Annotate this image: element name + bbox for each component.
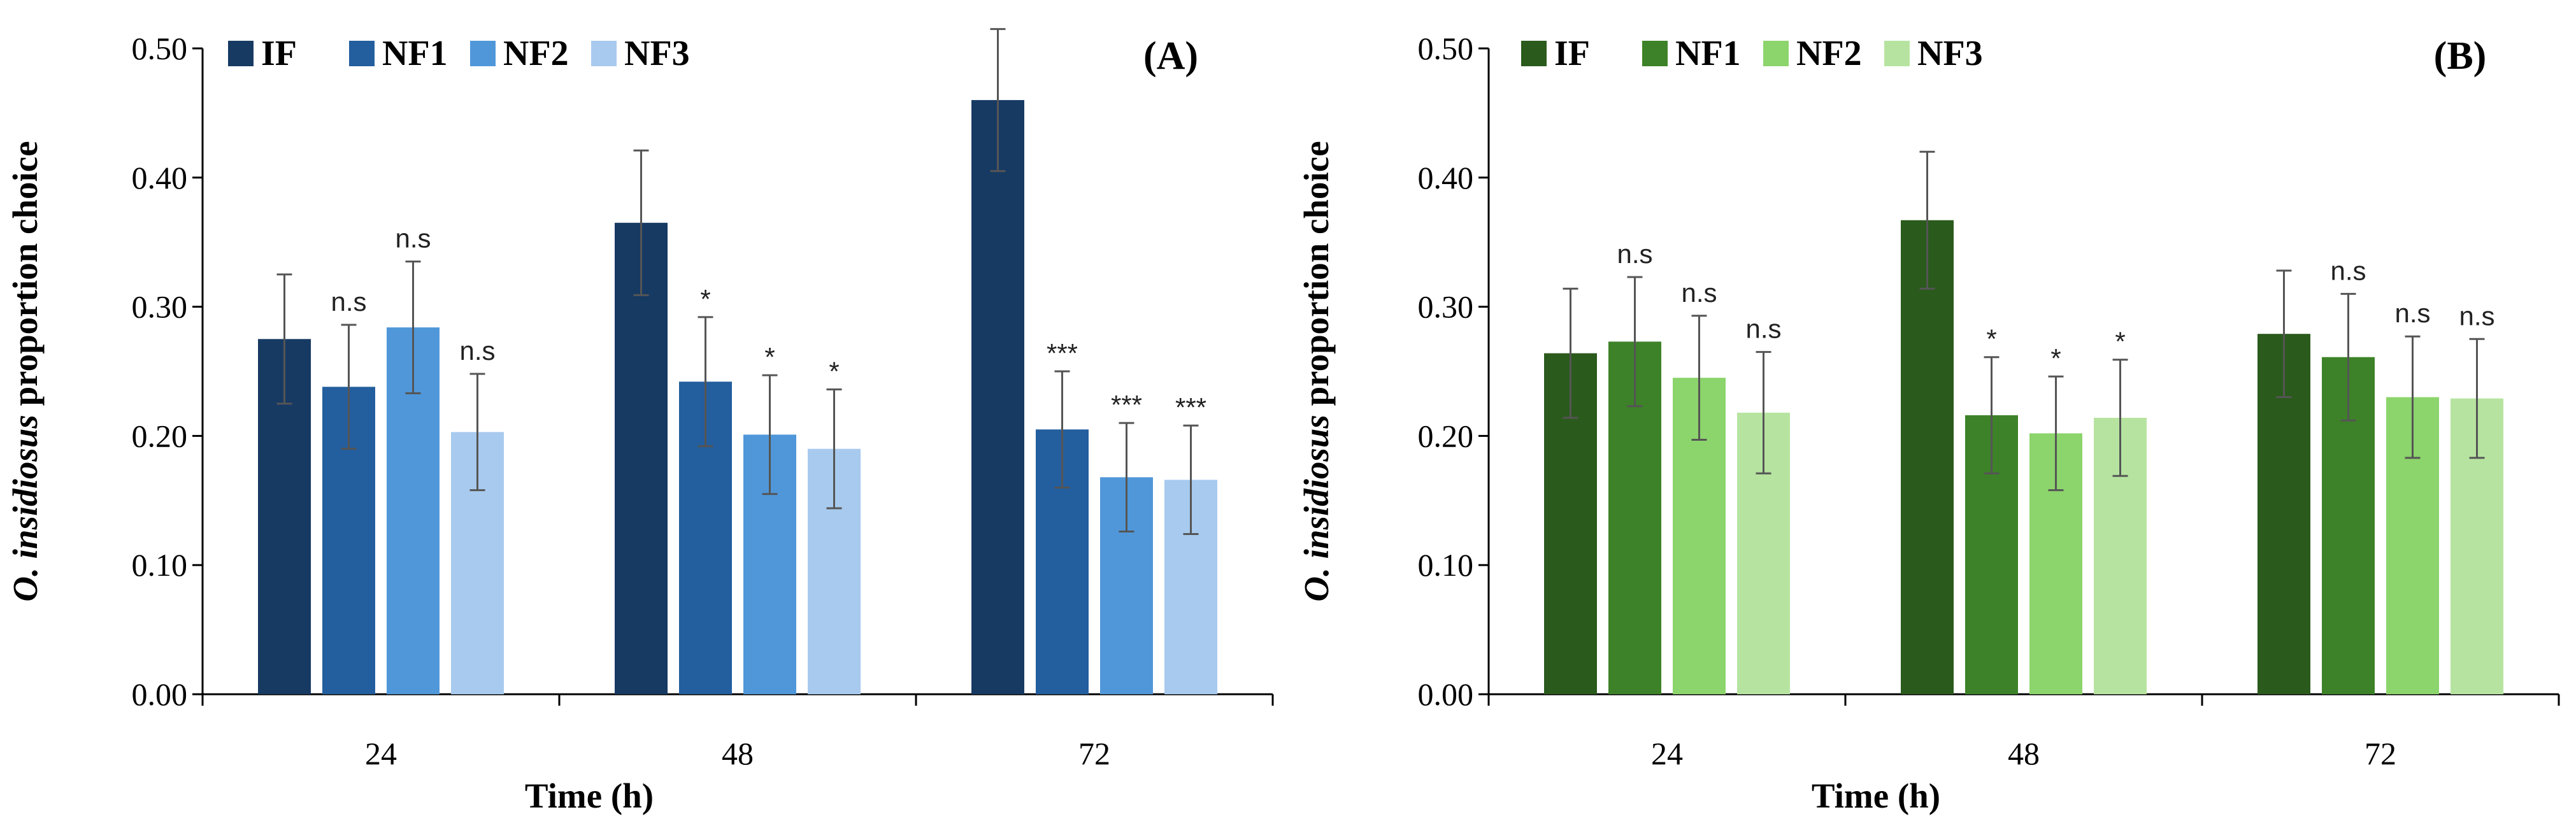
- significance-label: *: [764, 342, 775, 372]
- significance-label: *: [2050, 343, 2061, 373]
- y-axis-title: O. insidiosus proportion choice: [6, 141, 45, 601]
- y-tick-label: 0.20: [132, 418, 188, 453]
- y-tick-label: 0.00: [132, 676, 188, 712]
- x-tick-label: 48: [722, 736, 754, 771]
- x-axis-title: Time (h): [1812, 776, 1940, 815]
- y-tick-label: 0.30: [132, 289, 188, 325]
- legend-label-nf1: NF1: [1675, 34, 1741, 73]
- legend-label-nf1: NF1: [382, 34, 448, 73]
- significance-label: n.s: [1617, 239, 1652, 269]
- legend-swatch-if: [228, 41, 254, 66]
- x-tick-label: 72: [1078, 736, 1110, 771]
- significance-label: n.s: [331, 287, 366, 317]
- legend-swatch-nf2: [470, 41, 496, 66]
- significance-label: ***: [1047, 338, 1078, 368]
- x-tick-label: 24: [1651, 736, 1683, 771]
- y-axis-title-measure: proportion choice: [1297, 141, 1336, 415]
- bar-if-72h: [971, 100, 1024, 694]
- y-tick-label: 0.50: [132, 31, 188, 66]
- y-tick-label: 0.50: [1418, 31, 1474, 66]
- legend-label-if: IF: [1554, 34, 1590, 73]
- chart-panel-a: 0.000.100.200.300.400.50n.sn.sn.s24** *48…: [6, 28, 1274, 815]
- significance-label: n.s: [2459, 301, 2494, 331]
- legend-label-nf3: NF3: [624, 34, 690, 73]
- significance-label: *: [700, 284, 710, 314]
- legend-swatch-nf1: [349, 41, 375, 66]
- significance-label: n.s: [395, 224, 431, 253]
- y-axis-title-species: O. insidiosus: [1297, 415, 1336, 601]
- legend-swatch-nf2: [1763, 41, 1789, 66]
- y-axis-title: O. insidiosus proportion choice: [1297, 141, 1336, 601]
- significance-label: *: [829, 356, 839, 386]
- x-tick-label: 72: [2365, 736, 2396, 771]
- significance-label: ***: [1175, 392, 1206, 422]
- x-tick-label: 48: [2008, 736, 2040, 771]
- panel-label: (A): [1143, 34, 1198, 78]
- legend-label-nf2: NF2: [1796, 34, 1862, 73]
- bar-if-48h: [615, 222, 668, 694]
- significance-label: n.s: [2330, 255, 2366, 285]
- y-tick-label: 0.10: [1418, 547, 1474, 583]
- x-axis-title: Time (h): [525, 776, 654, 815]
- significance-label: n.s: [1745, 314, 1781, 344]
- y-tick-label: 0.10: [132, 547, 188, 583]
- legend-label-nf3: NF3: [1917, 34, 1983, 73]
- legend-swatch-nf1: [1642, 41, 1668, 66]
- chart-panel-b: 0.00 0.10 0.20 0.30 0.40 0.50 n.s n.s n.s 24 * * * 48…: [1297, 31, 2560, 815]
- significance-label: *: [2115, 327, 2125, 357]
- legend-swatch-if: [1521, 41, 1547, 66]
- significance-label: n.s: [2394, 298, 2430, 328]
- y-axis-title-species: O. insidiosus: [6, 415, 45, 601]
- panel-label: (B): [2434, 34, 2487, 78]
- legend-label-nf2: NF2: [503, 34, 569, 73]
- y-tick-label: 0.20: [1418, 418, 1474, 453]
- legend-swatch-nf3: [591, 41, 617, 66]
- y-tick-label: 0.40: [1418, 160, 1474, 196]
- significance-label: ***: [1111, 390, 1142, 420]
- y-tick-label: 0.40: [132, 160, 188, 196]
- significance-label: n.s: [459, 336, 495, 366]
- significance-label: n.s: [1681, 278, 1717, 308]
- y-axis-title-measure: proportion choice: [6, 141, 45, 415]
- bar-if-48h: [1901, 220, 1954, 694]
- legend-label-if: IF: [261, 34, 297, 73]
- significance-label: *: [1986, 324, 1996, 354]
- x-tick-label: 24: [365, 736, 397, 771]
- y-tick-label: 0.30: [1418, 289, 1474, 325]
- y-tick-label: 0.00: [1418, 676, 1474, 712]
- legend-swatch-nf3: [1884, 41, 1910, 66]
